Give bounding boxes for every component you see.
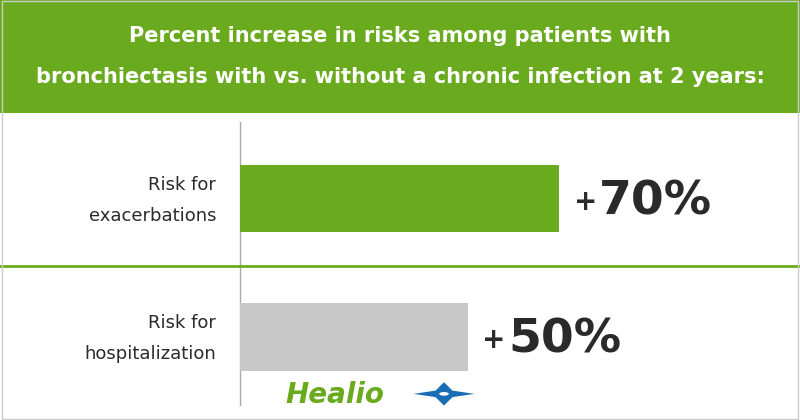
Bar <box>240 303 468 371</box>
Text: +: + <box>482 326 506 354</box>
Text: 50%: 50% <box>508 318 621 362</box>
Circle shape <box>439 392 449 396</box>
Polygon shape <box>414 382 474 406</box>
Text: Percent increase in risks among patients with: Percent increase in risks among patients… <box>129 26 671 46</box>
Text: bronchiectasis with vs. without a chronic infection at 2 years:: bronchiectasis with vs. without a chroni… <box>35 66 765 87</box>
Text: exacerbations: exacerbations <box>89 207 216 225</box>
Text: +: + <box>574 188 597 216</box>
Text: 70%: 70% <box>599 179 712 224</box>
Text: hospitalization: hospitalization <box>84 345 216 363</box>
Text: Risk for: Risk for <box>148 176 216 194</box>
Bar <box>240 165 559 232</box>
Text: Healio: Healio <box>285 381 384 410</box>
Text: Risk for: Risk for <box>148 314 216 332</box>
